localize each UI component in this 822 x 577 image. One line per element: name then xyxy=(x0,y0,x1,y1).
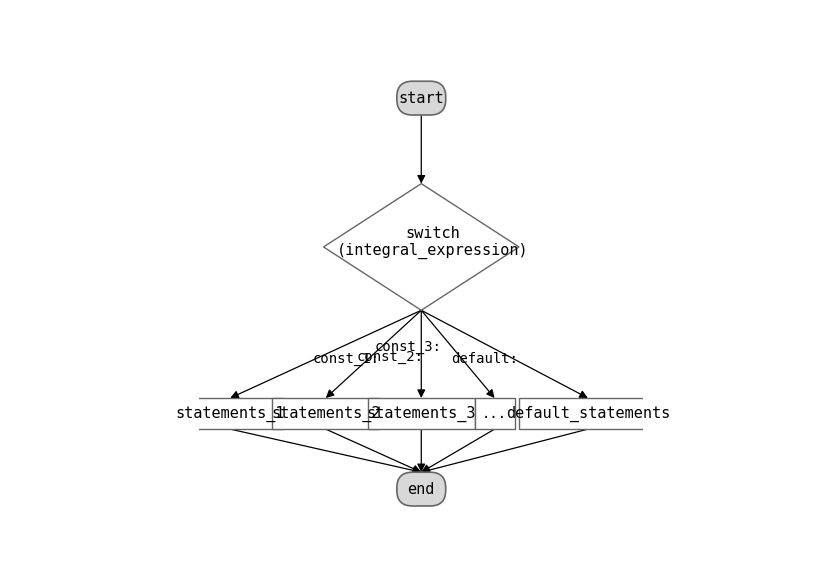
Text: statements_2: statements_2 xyxy=(271,406,381,422)
Bar xyxy=(177,398,284,429)
Text: const_2:: const_2: xyxy=(357,350,423,364)
Text: default:: default: xyxy=(451,352,519,366)
Text: const_3:: const_3: xyxy=(375,340,441,354)
Text: start: start xyxy=(399,91,444,106)
Bar xyxy=(368,398,474,429)
Text: const_1:: const_1: xyxy=(313,352,380,366)
Bar xyxy=(474,398,515,429)
FancyBboxPatch shape xyxy=(397,472,446,506)
FancyBboxPatch shape xyxy=(397,81,446,115)
Text: default_statements: default_statements xyxy=(506,406,670,422)
Text: switch
(integral_expression): switch (integral_expression) xyxy=(336,226,529,259)
Text: statements_3: statements_3 xyxy=(367,406,476,422)
Bar xyxy=(272,398,379,429)
Text: end: end xyxy=(408,482,435,497)
Polygon shape xyxy=(324,183,519,310)
Bar xyxy=(519,398,657,429)
Text: statements_1: statements_1 xyxy=(175,406,285,422)
Text: ...: ... xyxy=(482,407,507,421)
